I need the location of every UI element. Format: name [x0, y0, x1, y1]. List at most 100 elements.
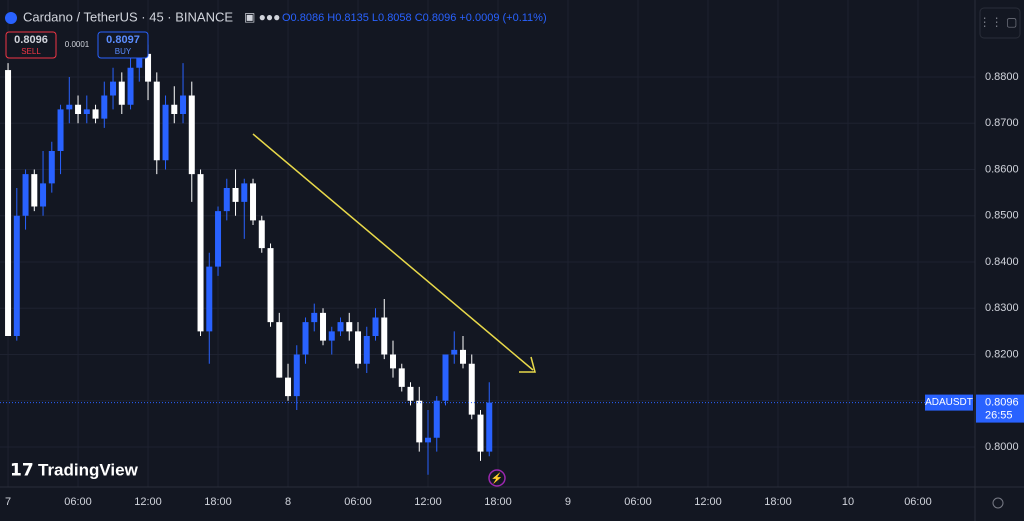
ohlc-legend: O0.8086 H0.8135 L0.8058 C0.8096 +0.0009 … — [282, 12, 547, 24]
symbol-tag-label: ADAUSDT — [925, 397, 973, 408]
candle-body — [66, 104, 73, 110]
candle-body — [468, 363, 475, 415]
candle-body — [92, 109, 99, 119]
candle-body — [171, 104, 178, 115]
candle-body — [136, 53, 143, 68]
candle-body — [22, 174, 29, 216]
y-tick-label: 0.8500 — [985, 210, 1019, 222]
x-tick-label: 06:00 — [344, 496, 372, 508]
candle-body — [285, 377, 292, 397]
candle-body — [293, 354, 300, 397]
toolbar-button[interactable] — [979, 7, 1021, 39]
sell-label[interactable]: SELL — [21, 47, 41, 56]
settings-button[interactable] — [992, 497, 1004, 509]
event-marker[interactable] — [488, 469, 506, 487]
candle-body — [416, 400, 423, 443]
y-tick-label: 0.8400 — [985, 256, 1019, 268]
candle-body — [433, 400, 440, 438]
candle-body — [145, 53, 152, 82]
buy-price[interactable]: 0.8097 — [106, 34, 140, 46]
candle-body — [223, 188, 230, 212]
candle-body — [442, 354, 449, 401]
legend-icons[interactable] — [238, 8, 282, 28]
y-tick-label: 0.8700 — [985, 117, 1019, 129]
symbol-title[interactable]: Cardano / TetherUS · 45 · BINANCE — [23, 9, 233, 24]
candle-body — [486, 402, 493, 452]
candle-body — [13, 215, 20, 336]
x-tick-label: 06:00 — [904, 496, 932, 508]
candle-body — [328, 331, 335, 341]
price-tag-label: 0.8096 — [985, 397, 1019, 409]
candle-body — [241, 183, 248, 202]
candle-body — [451, 349, 458, 355]
y-tick-label: 0.8800 — [985, 71, 1019, 83]
candle-body — [162, 104, 169, 161]
x-tick-label: 12:00 — [134, 496, 162, 508]
toolbar-button[interactable]: ⋮⋮ ▢ — [979, 15, 1018, 29]
candle-body — [460, 349, 467, 364]
candle-body — [381, 317, 388, 355]
candle-body — [153, 81, 160, 161]
y-tick-label: 0.8600 — [985, 163, 1019, 175]
candle-body — [355, 331, 362, 364]
candle-body — [206, 266, 213, 332]
candle-body — [5, 70, 12, 336]
candles — [0, 44, 975, 475]
y-tick-label: 0.8300 — [985, 302, 1019, 314]
candle-body — [407, 386, 414, 401]
symbol-icon[interactable] — [5, 12, 17, 24]
candle-body — [337, 322, 344, 332]
x-tick-label: 18:00 — [204, 496, 232, 508]
candle-body — [40, 183, 47, 207]
candle-body — [197, 174, 204, 332]
candle-body — [398, 368, 405, 387]
candle-body — [372, 317, 379, 336]
x-tick-label: 9 — [565, 496, 571, 508]
spread: 0.0001 — [65, 40, 90, 49]
buy-button[interactable] — [97, 31, 149, 59]
candle-body — [215, 211, 222, 267]
x-tick-label: 12:00 — [414, 496, 442, 508]
candle-body — [75, 104, 82, 115]
event-marker[interactable]: ⚡ — [491, 472, 503, 485]
x-tick-label: 7 — [5, 496, 11, 508]
candle-body — [31, 174, 38, 207]
candle-body — [127, 67, 134, 105]
brand[interactable]: TradingView — [38, 460, 139, 479]
x-tick-label: 18:00 — [764, 496, 792, 508]
candle-body — [180, 95, 187, 115]
candle-body — [320, 312, 327, 341]
candle-body — [48, 151, 55, 184]
candle-body — [346, 322, 353, 332]
x-tick-label: 8 — [285, 496, 291, 508]
brand-logo[interactable]: 𝟭𝟳 — [10, 460, 34, 479]
candle-body — [57, 109, 64, 152]
candle-body — [101, 95, 108, 119]
candle-body — [250, 183, 257, 221]
candle-body — [276, 322, 283, 378]
candle-body — [390, 354, 397, 369]
candle-body — [302, 322, 309, 355]
price-tag — [976, 394, 1024, 423]
symbol-tag — [925, 394, 973, 411]
candle-body — [232, 188, 239, 202]
countdown: 26:55 — [985, 410, 1013, 422]
sell-button[interactable] — [5, 31, 57, 59]
candle-body — [425, 437, 432, 443]
candle-body — [258, 220, 265, 249]
candle-body — [110, 81, 117, 96]
x-tick-label: 06:00 — [64, 496, 92, 508]
candle-body — [83, 109, 90, 115]
sell-price[interactable]: 0.8096 — [14, 34, 48, 46]
candle-body — [363, 335, 370, 364]
legend-icons[interactable]: ▣ ●●● — [244, 10, 280, 24]
candle-body — [311, 312, 318, 323]
x-tick-label: 10 — [842, 496, 854, 508]
trend-arrow — [252, 133, 536, 373]
candle-body — [188, 95, 195, 175]
x-tick-label: 12:00 — [694, 496, 722, 508]
buy-label[interactable]: BUY — [115, 47, 132, 56]
